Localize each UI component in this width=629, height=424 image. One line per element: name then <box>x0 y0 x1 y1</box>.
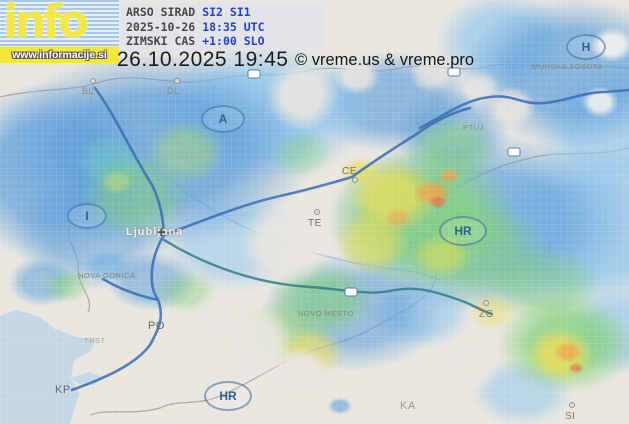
place-label-te: TE <box>308 218 322 229</box>
route-shield <box>507 147 521 157</box>
place-label-ka: KA <box>400 400 416 412</box>
place-label-po: PO <box>148 320 165 332</box>
marker-bl <box>90 78 96 84</box>
country-code: H <box>581 40 591 54</box>
marker-zg <box>483 300 489 306</box>
place-label-ptuj: PTUJ <box>463 123 484 132</box>
marker-ce <box>352 177 358 183</box>
timezone-offset: +1:00 SLO <box>202 34 265 48</box>
place-label-novo-mesto: NOVO MESTO <box>298 309 354 318</box>
motorway-a1-east <box>162 106 472 237</box>
ljubljana-cross-marker: + <box>157 224 166 241</box>
radar-timezone-line: ZIMSKI CAS +1:00 SLO <box>126 34 320 49</box>
motorway-a2-north <box>93 86 166 237</box>
info-logo: info <box>0 0 119 46</box>
motorway-a2-south <box>70 233 166 392</box>
radar-date-utc: 2025-10-26 <box>126 19 196 34</box>
place-label-kp: KP <box>55 384 71 396</box>
place-label-zg: ZG <box>479 309 494 320</box>
city-dot-markers <box>90 78 575 408</box>
expressway-nova-gorica <box>101 277 160 302</box>
country-code: A <box>218 112 228 126</box>
website-url[interactable]: www.informacije.si <box>12 49 107 61</box>
place-label-bl: BL <box>82 86 95 96</box>
motorway-maribor-east <box>418 88 629 130</box>
country-label-croatia: HR <box>439 216 487 246</box>
place-label-nova-gorica: NOVA GORICA <box>78 271 136 280</box>
local-datetime: 26.10.2025 19:45 <box>117 48 289 71</box>
website-link-bar[interactable]: www.informacije.si <box>0 46 119 63</box>
info-logo-text: info <box>3 0 89 46</box>
radar-source: ARSO SIRAD <box>126 5 196 19</box>
copyright-credit[interactable]: © vreme.us & vreme.pro <box>295 51 475 69</box>
marker-dl <box>174 78 180 84</box>
country-label-croatia-istria: HR <box>204 381 252 411</box>
place-label-ce: CE <box>342 166 357 177</box>
country-code: HR <box>219 389 237 403</box>
place-label-ljubljana: Ljubljana <box>126 226 184 238</box>
country-code: I <box>85 209 89 223</box>
country-label-hungary: H <box>566 34 606 60</box>
route-shield <box>247 69 261 79</box>
country-label-italy: I <box>67 203 107 229</box>
timezone-label: ZIMSKI CAS <box>126 34 196 48</box>
country-label-austria: A <box>201 105 245 133</box>
radar-codes: SI2 SI1 <box>202 5 251 19</box>
country-code: HR <box>454 224 472 238</box>
place-label-dl: DL <box>167 86 180 96</box>
radar-title-line: ARSO SIRAD SI2 SI1 <box>126 5 320 20</box>
route-shield <box>447 67 461 77</box>
marker-te <box>314 209 320 215</box>
route-shield <box>344 287 358 297</box>
place-label-murska-sobota: MURSKA SOBOTA <box>532 62 603 71</box>
motorway-dolenjska-zagreb <box>162 238 494 316</box>
radar-header-panel: ARSO SIRAD SI2 SI1 2025-10-26 18:35 UTC … <box>121 3 325 51</box>
marker-si <box>569 402 575 408</box>
radar-utc-line: 2025-10-26 18:35 UTC <box>126 20 320 35</box>
place-label-si: SI <box>565 411 576 422</box>
radar-time-utc: 18:35 UTC <box>202 19 265 34</box>
route-shields <box>247 67 521 297</box>
place-label-trst: TRST <box>84 336 106 345</box>
